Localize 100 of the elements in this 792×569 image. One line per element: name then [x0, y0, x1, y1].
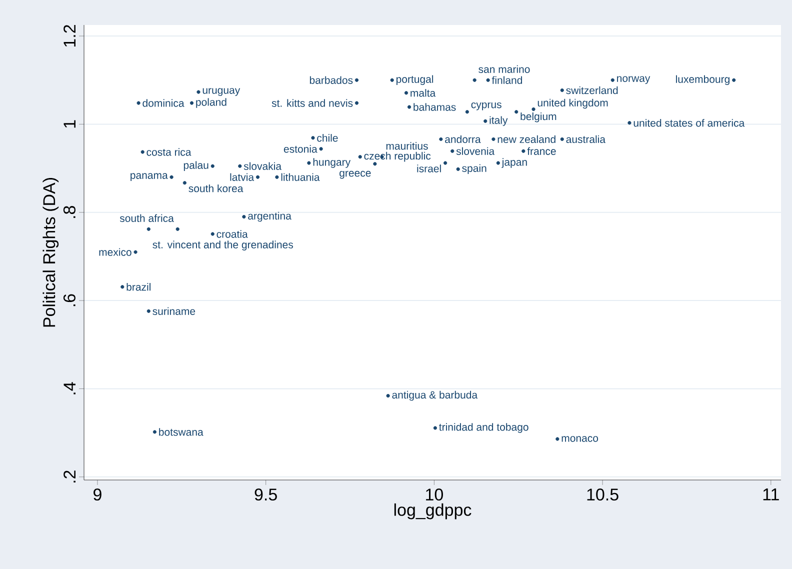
series-label: san marino — [478, 65, 530, 73]
series-label: st. vincent and the grenadines — [152, 240, 293, 250]
x-tick-label: 10 — [426, 488, 443, 501]
series-label: panama — [130, 173, 168, 182]
point — [486, 78, 490, 82]
series-label: chile — [317, 134, 338, 142]
series-label: suriname — [152, 307, 196, 315]
series-label: st. kitts and nevis — [272, 99, 353, 107]
series-label: malta — [410, 89, 436, 97]
y-tick-label: .4 — [64, 382, 76, 394]
point — [136, 101, 140, 105]
series-label: botswana — [159, 428, 204, 436]
series-label: brazil — [126, 283, 150, 291]
point — [256, 175, 260, 179]
point — [407, 105, 412, 109]
point — [275, 175, 279, 179]
y-tick-label: 1 — [64, 120, 76, 128]
series-label: greece — [340, 170, 371, 179]
series-label: portugal — [396, 75, 434, 85]
point — [182, 181, 186, 185]
series-label: israel — [417, 164, 441, 172]
series-label: andorra — [445, 135, 481, 144]
series-label: croatia — [216, 230, 248, 238]
series-label: uruguay — [202, 88, 240, 96]
x-tick-label: 9 — [94, 488, 102, 501]
point — [210, 164, 214, 168]
point — [176, 227, 180, 231]
point — [492, 137, 496, 141]
series-label: trinidad and tobago — [439, 423, 528, 433]
point — [190, 101, 194, 105]
point — [120, 285, 124, 289]
series-label: finland — [492, 76, 522, 84]
series-label: switzerland — [566, 86, 618, 94]
point — [484, 119, 488, 123]
series-label: mexico — [99, 248, 132, 256]
point — [456, 167, 460, 171]
point — [311, 136, 315, 140]
point — [170, 175, 174, 179]
point — [238, 164, 242, 168]
series-label: united states of america — [634, 119, 745, 127]
series-label: barbados — [310, 76, 353, 84]
point — [242, 214, 246, 219]
series-label: monaco — [562, 436, 598, 442]
y-tick-label: 1.2 — [64, 25, 76, 47]
series-label: belgium — [520, 112, 556, 122]
series-label: luxembourg — [676, 75, 730, 85]
series-label: antigua & barbuda — [392, 390, 478, 401]
series-label: japan — [502, 158, 527, 168]
point — [373, 162, 377, 166]
point — [628, 121, 632, 125]
series-label: united kingdom — [538, 98, 608, 109]
point — [610, 78, 614, 82]
point — [732, 78, 736, 82]
point — [465, 110, 469, 114]
x-axis-title: log_gdppc — [394, 503, 472, 520]
point — [354, 101, 359, 105]
series-label: czech republic — [364, 152, 431, 162]
series-label: estonia — [284, 145, 318, 153]
series-label: lithuania — [281, 173, 320, 181]
y-tick-label: .2 — [64, 470, 76, 482]
series-label: latvia — [230, 173, 254, 181]
point — [386, 394, 390, 398]
x-tick-label: 10.5 — [587, 488, 618, 501]
series-label: mauritius — [386, 142, 428, 150]
series-label: south korea — [188, 184, 244, 192]
point — [450, 149, 454, 153]
point — [210, 232, 214, 236]
point — [556, 437, 560, 441]
series-label: australia — [566, 135, 606, 144]
series-label: cyprus — [471, 102, 502, 110]
point — [522, 149, 526, 153]
point — [444, 161, 448, 165]
point — [472, 78, 476, 82]
point — [439, 137, 443, 141]
point — [319, 147, 323, 151]
series-label: italy — [490, 116, 508, 126]
point — [390, 78, 394, 82]
point — [146, 227, 150, 231]
series-label: france — [527, 147, 556, 155]
series-label: poland — [196, 98, 226, 108]
point — [433, 426, 437, 430]
point — [152, 430, 157, 434]
y-tick-label: .8 — [63, 206, 76, 218]
series-label: dominica — [142, 99, 184, 107]
series-label: argentina — [248, 212, 292, 222]
series-label: bahamas — [414, 103, 456, 111]
point — [514, 110, 518, 114]
point — [404, 91, 408, 95]
point — [307, 161, 311, 165]
point — [134, 250, 138, 254]
series-label: hungary — [313, 158, 351, 168]
series-label: slovakia — [244, 162, 282, 170]
point — [560, 88, 564, 92]
point — [358, 155, 362, 159]
point — [560, 137, 564, 141]
y-axis-title: Political Rights (DA) — [42, 178, 59, 327]
x-tick-label: 11 — [763, 488, 779, 500]
point — [532, 107, 536, 111]
series-label: norway — [617, 76, 650, 84]
series-label: slovenia — [456, 147, 495, 155]
